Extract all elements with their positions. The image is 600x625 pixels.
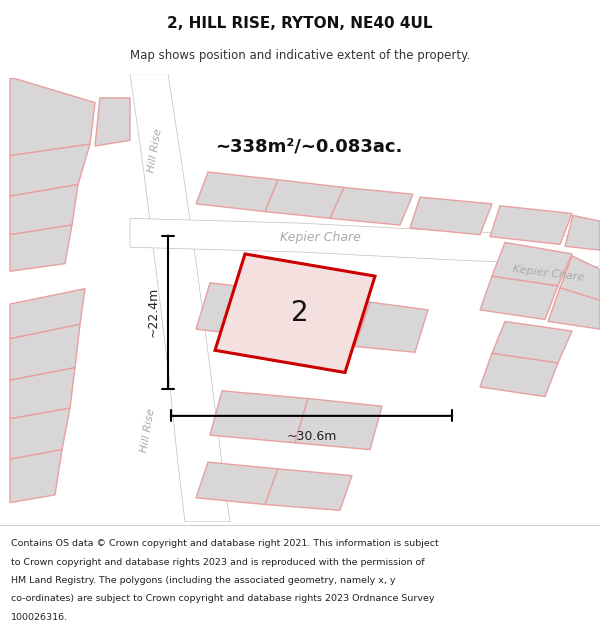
Text: to Crown copyright and database rights 2023 and is reproduced with the permissio: to Crown copyright and database rights 2… bbox=[11, 558, 424, 567]
Text: Hill Rise: Hill Rise bbox=[146, 128, 164, 174]
Polygon shape bbox=[560, 256, 600, 300]
Polygon shape bbox=[10, 368, 75, 419]
Polygon shape bbox=[492, 242, 572, 286]
Text: Hill Rise: Hill Rise bbox=[139, 408, 157, 453]
Polygon shape bbox=[10, 144, 90, 196]
Polygon shape bbox=[10, 225, 72, 271]
Text: Kepier Chare: Kepier Chare bbox=[280, 231, 361, 244]
Polygon shape bbox=[295, 399, 382, 449]
Polygon shape bbox=[480, 353, 558, 397]
Polygon shape bbox=[10, 324, 80, 380]
Polygon shape bbox=[130, 74, 230, 522]
Text: Map shows position and indicative extent of the property.: Map shows position and indicative extent… bbox=[130, 49, 470, 62]
Polygon shape bbox=[565, 216, 600, 250]
Text: 2: 2 bbox=[291, 299, 309, 328]
Polygon shape bbox=[480, 276, 558, 319]
Text: co-ordinates) are subject to Crown copyright and database rights 2023 Ordnance S: co-ordinates) are subject to Crown copyr… bbox=[11, 594, 434, 604]
Text: Kepier Chare: Kepier Chare bbox=[512, 264, 584, 282]
Text: ~338m²/~0.083ac.: ~338m²/~0.083ac. bbox=[215, 137, 403, 155]
Polygon shape bbox=[265, 469, 352, 510]
Text: Contains OS data © Crown copyright and database right 2021. This information is : Contains OS data © Crown copyright and d… bbox=[11, 539, 439, 548]
Polygon shape bbox=[196, 172, 278, 211]
Polygon shape bbox=[10, 449, 62, 503]
Text: 2, HILL RISE, RYTON, NE40 4UL: 2, HILL RISE, RYTON, NE40 4UL bbox=[167, 16, 433, 31]
Polygon shape bbox=[10, 184, 78, 235]
Polygon shape bbox=[196, 283, 295, 339]
Polygon shape bbox=[10, 408, 70, 459]
Polygon shape bbox=[130, 218, 600, 266]
Text: ~30.6m: ~30.6m bbox=[286, 431, 337, 443]
Polygon shape bbox=[355, 302, 428, 352]
Polygon shape bbox=[265, 180, 344, 218]
Polygon shape bbox=[196, 462, 278, 504]
Polygon shape bbox=[10, 289, 85, 339]
Polygon shape bbox=[548, 288, 600, 329]
Text: ~22.4m: ~22.4m bbox=[147, 287, 160, 338]
Polygon shape bbox=[410, 197, 492, 235]
Polygon shape bbox=[330, 188, 413, 225]
Polygon shape bbox=[10, 79, 95, 156]
Text: HM Land Registry. The polygons (including the associated geometry, namely x, y: HM Land Registry. The polygons (includin… bbox=[11, 576, 395, 585]
Text: 100026316.: 100026316. bbox=[11, 613, 68, 622]
Polygon shape bbox=[215, 254, 375, 372]
Polygon shape bbox=[492, 321, 572, 363]
Polygon shape bbox=[210, 391, 308, 443]
Polygon shape bbox=[280, 292, 370, 346]
Polygon shape bbox=[490, 206, 572, 244]
Polygon shape bbox=[95, 98, 130, 146]
